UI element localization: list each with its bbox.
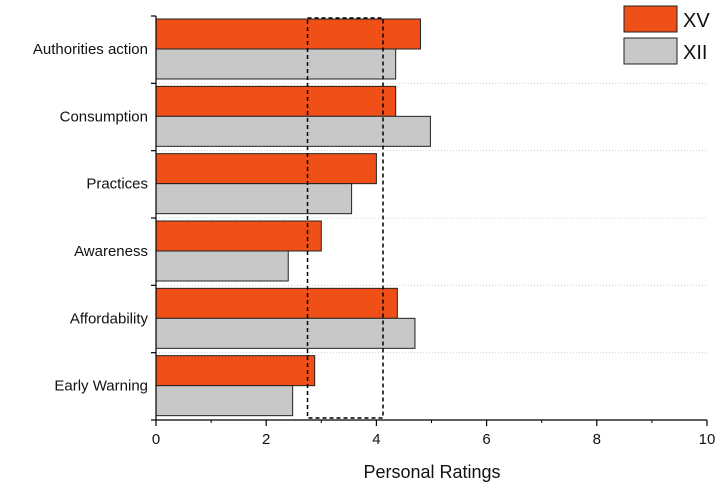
bar-xv-affordability bbox=[155, 287, 398, 319]
category-label: Authorities action bbox=[33, 41, 148, 58]
bar-xii-early-warning bbox=[155, 385, 294, 417]
legend-swatch-xii bbox=[623, 37, 678, 65]
highlight-box bbox=[306, 17, 384, 419]
x-tick-label: 4 bbox=[372, 431, 380, 448]
bar-xii-consumption bbox=[155, 115, 431, 147]
bar-xv-authorities-action bbox=[155, 18, 421, 50]
bar-xii-practices bbox=[155, 183, 353, 215]
gridlines bbox=[156, 82, 707, 354]
category-label: Affordability bbox=[70, 310, 149, 327]
bars bbox=[155, 18, 431, 417]
x-tick-label: 6 bbox=[482, 431, 490, 448]
category-label: Early Warning bbox=[54, 378, 148, 395]
x-axis-title: Personal Ratings bbox=[363, 462, 500, 482]
bar-xii-authorities-action bbox=[155, 48, 397, 80]
category-label: Practices bbox=[86, 176, 148, 193]
legend-label-xv: XV bbox=[683, 10, 710, 32]
bar-xii-affordability bbox=[155, 317, 416, 349]
x-tick-label: 10 bbox=[699, 431, 716, 448]
legend-label-xii: XII bbox=[683, 42, 707, 64]
category-label: Consumption bbox=[60, 108, 148, 125]
category-label: Awareness bbox=[74, 243, 148, 260]
legend: XV XII bbox=[623, 5, 710, 65]
x-tick-label: 2 bbox=[262, 431, 270, 448]
bar-xv-consumption bbox=[155, 85, 397, 117]
x-ticks: 0 2 4 6 8 10 bbox=[152, 420, 716, 448]
x-tick-label: 8 bbox=[593, 431, 601, 448]
legend-swatch-xv bbox=[623, 5, 678, 33]
bar-xii-awareness bbox=[155, 250, 289, 282]
bar-xv-early-warning bbox=[155, 355, 316, 387]
bar-xv-practices bbox=[155, 153, 377, 185]
x-tick-label: 0 bbox=[152, 431, 160, 448]
bar-xv-awareness bbox=[155, 220, 322, 252]
category-labels: Authorities action Consumption Practices Aw… bbox=[33, 41, 149, 395]
